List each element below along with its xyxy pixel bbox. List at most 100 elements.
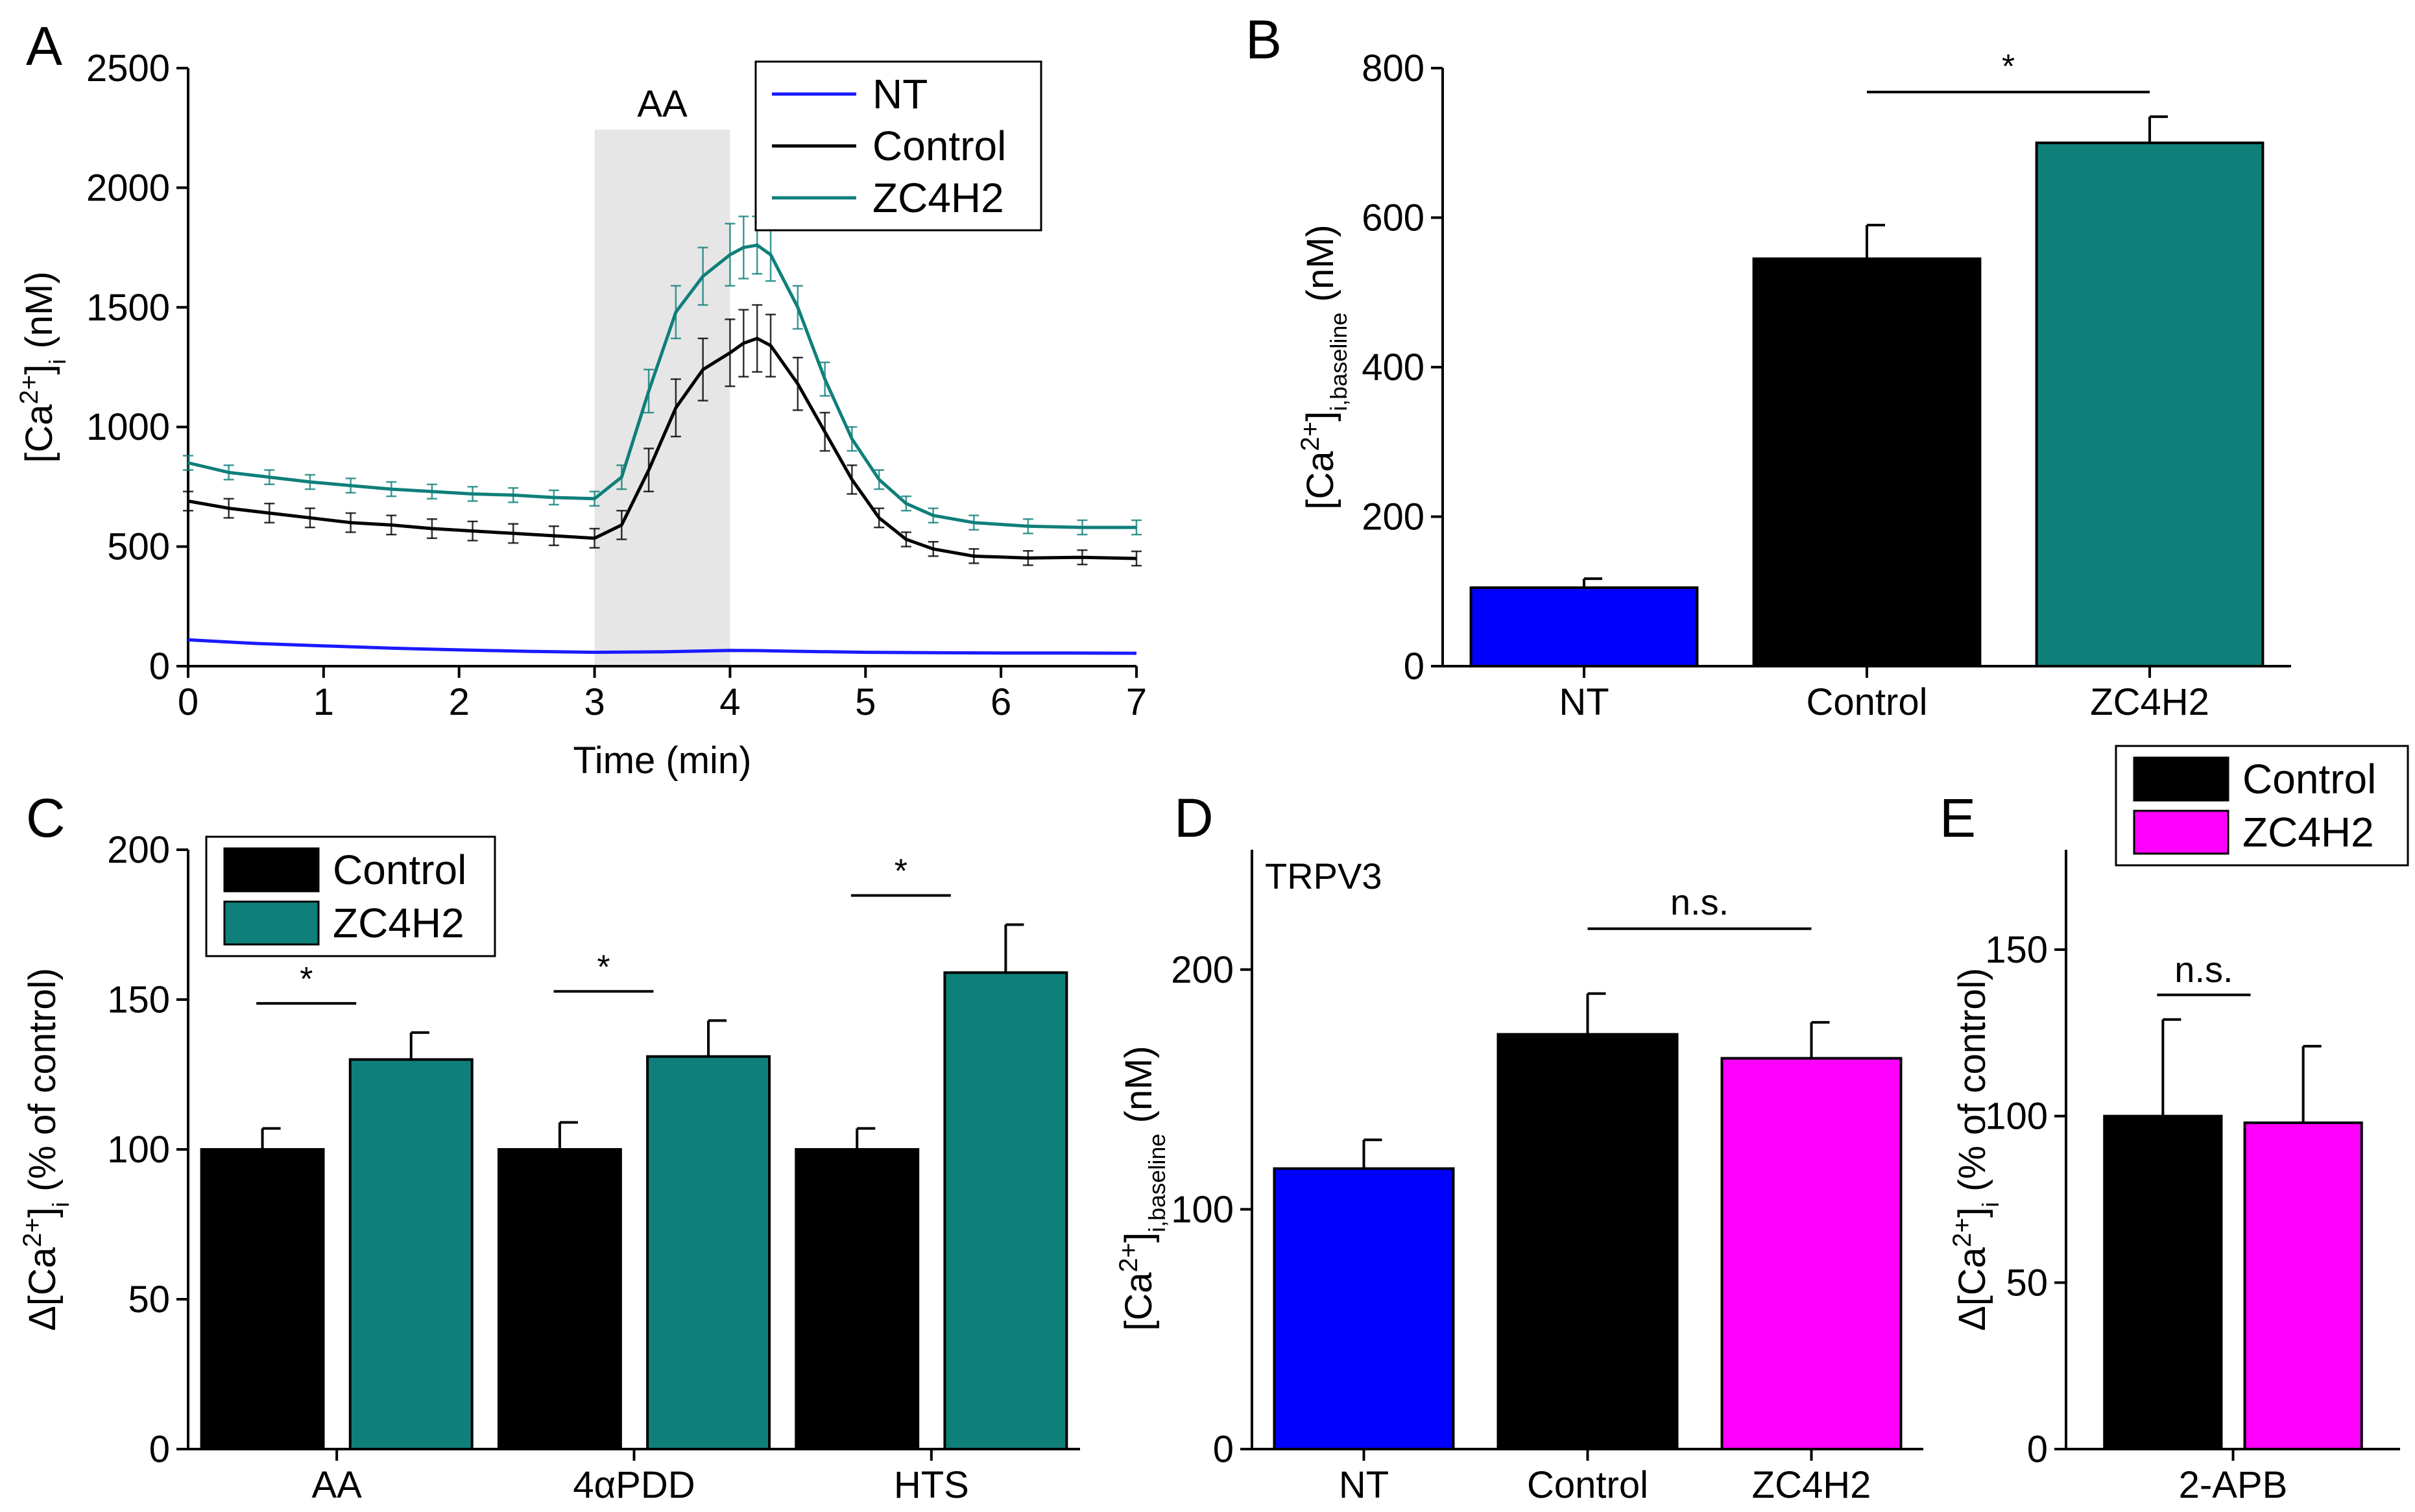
legend-label: Control <box>872 123 1006 169</box>
legend-swatch <box>223 900 320 946</box>
x-tick-label: AA <box>311 1464 362 1506</box>
x-tick-label: NT <box>1339 1464 1389 1506</box>
significance-label: * <box>597 948 610 986</box>
y-axis-label-part: 2+ <box>18 1218 47 1247</box>
legend-label: ZC4H2 <box>2242 809 2374 856</box>
y-axis-label-part: (nM) <box>1118 1046 1160 1133</box>
x-tick-label: Control <box>1807 681 1928 723</box>
y-tick-label: 150 <box>1985 929 2048 971</box>
y-tick-label: 100 <box>107 1129 170 1171</box>
panel-letter: A <box>26 16 62 77</box>
y-tick-label: 600 <box>1362 197 1424 239</box>
x-tick-label: ZC4H2 <box>2090 681 2209 723</box>
x-tick-label: 5 <box>855 681 876 723</box>
y-axis-label-part: i,baseline <box>1325 313 1352 411</box>
significance-label: * <box>895 853 907 891</box>
x-tick-label: 4 <box>719 681 740 723</box>
x-axis-label: Time (min) <box>573 739 752 782</box>
x-tick-label: 1 <box>313 681 334 723</box>
y-tick-label: 0 <box>149 1428 170 1470</box>
panel-annotation: TRPV3 <box>1265 856 1382 896</box>
y-tick-label: 100 <box>1985 1096 2048 1138</box>
y-tick-label: 500 <box>107 526 170 568</box>
legend-label: ZC4H2 <box>872 174 1004 221</box>
panel-b: B 0 200 400 600 800 NT Control ZC4H2 * [Ca2+]i,bas… <box>1245 9 2291 723</box>
bar-zc4h2 <box>348 1058 474 1450</box>
y-tick-label: 0 <box>2027 1428 2048 1470</box>
y-axis-label-part: Δ[Ca <box>1951 1247 1993 1331</box>
y-tick-label: 100 <box>1171 1188 1234 1230</box>
bar-zc4h2 <box>1720 1057 1903 1450</box>
y-tick-label: 0 <box>149 645 170 688</box>
y-tick-label: 400 <box>1362 346 1424 389</box>
y-tick-label: 0 <box>1404 645 1424 688</box>
x-tick-label: 4αPDD <box>573 1464 695 1506</box>
y-axis-label-part: ] <box>18 365 60 375</box>
y-axis-label-part: (% of control) <box>21 968 64 1202</box>
bar-nt <box>1273 1167 1455 1450</box>
y-tick-label: 2500 <box>86 47 170 90</box>
significance-label: * <box>300 961 313 998</box>
bar-control <box>795 1148 920 1450</box>
bar-control <box>200 1148 325 1450</box>
y-axis-label-part: [Ca <box>1299 451 1341 510</box>
y-axis-label-part: ] <box>1299 411 1341 422</box>
y-axis-label-part: [Ca <box>18 404 60 463</box>
y-tick-label: 50 <box>2006 1262 2048 1304</box>
legend-label: NT <box>872 71 928 117</box>
y-axis-label: [Ca2+]i (nM) <box>15 271 71 462</box>
x-tick-label: 2-APB <box>2179 1464 2288 1506</box>
bar-zc4h2 <box>2243 1121 2363 1451</box>
y-axis-label-part: ] <box>21 1207 64 1218</box>
y-axis-label-part: 2+ <box>15 375 43 405</box>
y-axis-label: [Ca2+]i,baseline (nM) <box>1296 224 1352 509</box>
x-tick-label: 3 <box>584 681 605 723</box>
panel-letter: E <box>1940 787 1976 848</box>
y-axis-label-part: (nM) <box>1299 224 1341 312</box>
stimulus-label: AA <box>637 83 688 125</box>
y-axis-label-part: 2+ <box>1948 1218 1976 1247</box>
y-axis-label-part: i <box>47 1202 74 1207</box>
bar-control <box>497 1148 622 1450</box>
bar-control <box>1496 1033 1679 1451</box>
trace-control <box>187 337 1137 560</box>
y-tick-label: 50 <box>128 1278 170 1321</box>
y-tick-label: 1500 <box>86 287 170 329</box>
y-axis-label: [Ca2+]i,baseline (nM) <box>1114 1046 1170 1330</box>
y-tick-label: 800 <box>1362 47 1424 90</box>
bar-zc4h2 <box>646 1055 771 1450</box>
y-tick-label: 2000 <box>86 167 170 209</box>
panel-letter: C <box>26 787 66 848</box>
panel-letter: D <box>1174 787 1214 848</box>
legend-swatch <box>2133 756 2229 802</box>
y-axis-label: Δ[Ca2+]i (% of control) <box>1948 968 2004 1331</box>
bar-control <box>1752 257 1982 667</box>
significance-label: n.s. <box>2174 949 2233 990</box>
legend-label: Control <box>2242 756 2376 802</box>
legend-label: ZC4H2 <box>333 900 464 946</box>
y-axis-label-part: i <box>1977 1202 2004 1207</box>
x-tick-label: 2 <box>449 681 470 723</box>
panel-c: C 0 50 100 150 200 AA * 4αPDD * HTS * Δ[Ca2+]i (% of… <box>18 787 1080 1506</box>
y-axis-label-part: (nM) <box>18 271 60 359</box>
x-tick-label: 7 <box>1126 681 1147 723</box>
bar-control <box>2103 1114 2223 1450</box>
y-axis-label-part: 2+ <box>1296 422 1325 451</box>
trace-zc4h2 <box>187 243 1136 529</box>
y-axis-label-part: ] <box>1951 1207 1993 1218</box>
x-tick-label: HTS <box>894 1464 969 1506</box>
significance-label: n.s. <box>1670 882 1729 922</box>
x-tick-label: 0 <box>178 681 198 723</box>
y-tick-label: 1000 <box>86 406 170 448</box>
y-axis-label: Δ[Ca2+]i (% of control) <box>18 968 74 1331</box>
y-axis-label-part: i <box>44 359 71 365</box>
panel-letter: B <box>1245 9 1282 70</box>
significance-label: * <box>2002 48 2015 86</box>
y-axis-label-part: ] <box>1118 1232 1160 1243</box>
legend-swatch <box>223 847 320 893</box>
y-axis-label-part: [Ca <box>1118 1272 1160 1331</box>
x-tick-label: NT <box>1559 681 1609 723</box>
y-axis-label-part: 2+ <box>1114 1243 1143 1273</box>
